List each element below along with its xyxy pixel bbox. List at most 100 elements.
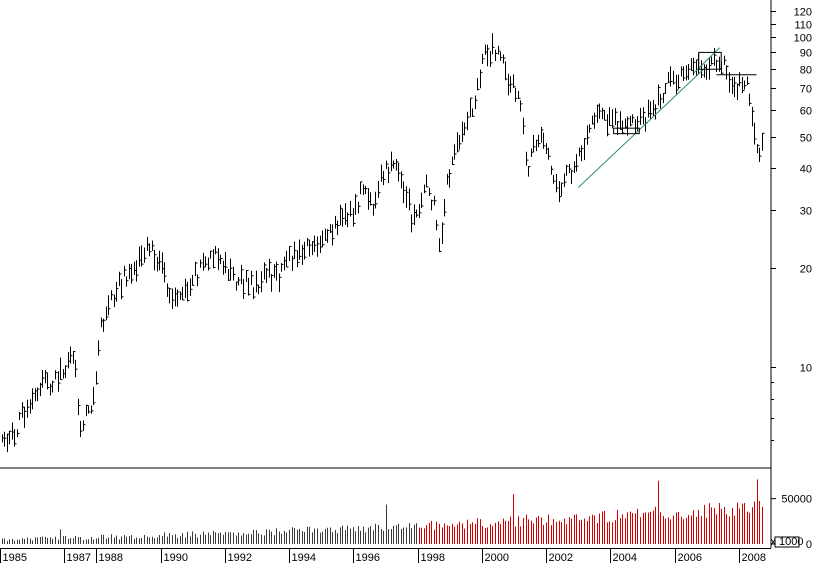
price-bar xyxy=(676,74,679,96)
price-bar xyxy=(86,404,89,416)
price-bar xyxy=(360,181,363,195)
price-bar xyxy=(37,387,40,402)
price-bar xyxy=(314,235,317,253)
price-bar xyxy=(566,164,569,176)
price-bar xyxy=(503,54,506,64)
price-bar xyxy=(726,65,729,80)
price-bar xyxy=(317,236,320,257)
price-bar xyxy=(215,245,218,255)
price-bar xyxy=(576,153,579,172)
price-bar xyxy=(416,209,419,218)
price-bar xyxy=(152,240,155,251)
price-bar xyxy=(251,270,254,286)
price-bar xyxy=(355,194,358,215)
price-bar xyxy=(388,166,391,183)
price-bar xyxy=(747,76,750,85)
price-bar xyxy=(233,266,236,281)
volume-tick-label: 50000 xyxy=(781,494,812,506)
price-bar xyxy=(337,220,340,236)
price-bar xyxy=(131,263,134,284)
price-bar xyxy=(27,399,30,418)
price-bar xyxy=(564,173,567,187)
price-bar xyxy=(126,276,129,287)
price-bar xyxy=(93,386,96,406)
price-bar xyxy=(742,77,745,94)
price-bar xyxy=(711,56,714,65)
price-bar xyxy=(281,263,284,272)
year-label: 1990 xyxy=(164,552,188,563)
price-bar xyxy=(58,371,61,392)
price-bar xyxy=(42,369,45,388)
price-bar xyxy=(424,184,427,194)
price-tick-label: 110 xyxy=(794,20,812,32)
price-bar xyxy=(149,243,152,257)
price-bar xyxy=(449,169,452,188)
price-bar xyxy=(65,365,68,378)
price-tick-label: 10 xyxy=(800,363,812,375)
price-bar xyxy=(431,199,434,211)
price-bar xyxy=(406,186,409,208)
price-bar xyxy=(403,181,406,204)
price-bar xyxy=(551,165,554,175)
price-bar xyxy=(472,108,475,117)
price-bar xyxy=(587,125,590,145)
price-bar xyxy=(225,251,228,274)
price-bar xyxy=(292,255,295,271)
price-bar xyxy=(716,59,719,73)
price-bar xyxy=(200,259,203,268)
price-bar xyxy=(269,258,272,278)
uptrend-line xyxy=(577,68,704,188)
price-bar xyxy=(106,306,109,321)
price-bar xyxy=(599,103,602,119)
price-tick-label: 70 xyxy=(800,84,812,96)
price-bar xyxy=(111,290,114,301)
price-bar xyxy=(398,162,401,182)
volume-plot-area xyxy=(2,479,763,544)
price-bar xyxy=(195,261,198,277)
price-bar xyxy=(342,208,345,227)
volume-scale-note: x 1000 xyxy=(770,536,803,548)
price-bar xyxy=(96,371,99,385)
price-bar xyxy=(584,138,587,161)
year-label: 2008 xyxy=(742,552,766,563)
price-bar xyxy=(266,267,269,283)
price-bar xyxy=(670,66,673,87)
year-label: 2000 xyxy=(485,552,509,563)
price-bar xyxy=(480,69,483,89)
price-bar xyxy=(24,406,27,428)
price-plot-area xyxy=(2,33,765,453)
price-bar xyxy=(91,405,94,414)
price-bar xyxy=(627,116,630,136)
price-bar xyxy=(714,48,717,66)
price-bar xyxy=(421,192,424,209)
price-bar xyxy=(762,132,765,151)
price-bar xyxy=(688,63,691,80)
price-bar xyxy=(650,101,653,119)
volume-tick-label: 0 xyxy=(806,539,812,551)
price-bar xyxy=(538,134,541,148)
price-bar xyxy=(495,49,498,61)
price-bar xyxy=(14,429,17,447)
price-bar xyxy=(159,250,162,271)
price-bar xyxy=(553,174,556,184)
price-bar xyxy=(45,369,48,384)
price-bar xyxy=(124,265,127,277)
year-label: 2004 xyxy=(613,552,637,563)
price-bar xyxy=(498,45,501,55)
price-bar xyxy=(190,278,193,297)
price-bar xyxy=(289,245,292,262)
price-bar xyxy=(52,380,55,393)
price-bar xyxy=(253,287,256,300)
price-bar xyxy=(426,174,429,188)
year-label: 1987 xyxy=(67,552,91,563)
price-bar xyxy=(454,144,457,160)
price-bar xyxy=(693,57,696,76)
year-axis: 1985 1987 1988 1990 1992 1994 1996 1998 2000 2002… xyxy=(0,548,771,564)
year-label: 1985 xyxy=(3,552,27,563)
price-bar xyxy=(729,72,732,93)
price-bar xyxy=(32,388,35,410)
price-bar xyxy=(203,252,206,271)
price-tick-label: 80 xyxy=(800,65,812,77)
price-bar xyxy=(556,174,559,193)
price-bar xyxy=(612,109,615,129)
